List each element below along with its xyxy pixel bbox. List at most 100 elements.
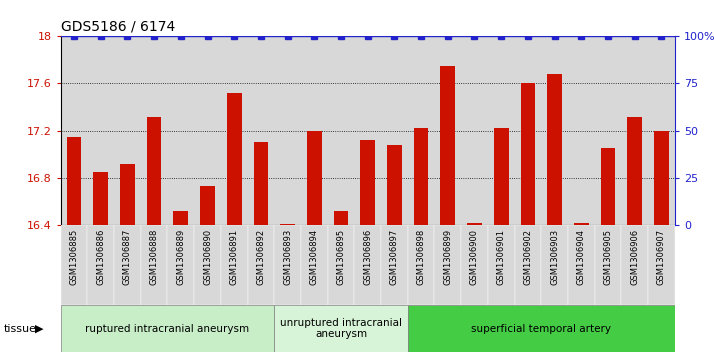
Bar bbox=[227, 93, 241, 225]
Bar bbox=[174, 211, 188, 225]
Text: GSM1306897: GSM1306897 bbox=[390, 229, 399, 285]
Text: GSM1306901: GSM1306901 bbox=[497, 229, 506, 285]
Bar bbox=[408, 225, 434, 305]
Bar bbox=[141, 36, 168, 225]
Bar bbox=[114, 225, 141, 305]
Bar bbox=[515, 36, 541, 225]
Bar bbox=[461, 225, 488, 305]
Bar bbox=[381, 36, 408, 225]
Text: GSM1306907: GSM1306907 bbox=[657, 229, 666, 285]
Text: unruptured intracranial
aneurysm: unruptured intracranial aneurysm bbox=[280, 318, 402, 339]
Text: GSM1306898: GSM1306898 bbox=[416, 229, 426, 285]
Bar bbox=[361, 140, 375, 225]
Bar bbox=[515, 225, 541, 305]
Bar bbox=[200, 186, 215, 225]
Bar bbox=[595, 36, 621, 225]
Bar bbox=[600, 148, 615, 225]
Bar bbox=[547, 74, 562, 225]
Bar bbox=[488, 36, 515, 225]
Bar bbox=[274, 225, 301, 305]
Bar bbox=[168, 225, 194, 305]
Bar bbox=[654, 131, 669, 225]
Text: GSM1306888: GSM1306888 bbox=[150, 229, 159, 285]
Bar bbox=[221, 225, 248, 305]
Text: ruptured intracranial aneurysm: ruptured intracranial aneurysm bbox=[86, 323, 249, 334]
Bar bbox=[354, 36, 381, 225]
Bar bbox=[621, 225, 648, 305]
Text: GSM1306902: GSM1306902 bbox=[523, 229, 533, 285]
Bar bbox=[87, 36, 114, 225]
Bar bbox=[568, 225, 595, 305]
Bar bbox=[147, 117, 161, 225]
Bar bbox=[387, 145, 402, 225]
Bar bbox=[621, 36, 648, 225]
Text: GSM1306889: GSM1306889 bbox=[176, 229, 186, 285]
Bar bbox=[168, 36, 194, 225]
Text: superficial temporal artery: superficial temporal artery bbox=[471, 323, 611, 334]
Bar bbox=[61, 225, 87, 305]
Bar bbox=[141, 225, 168, 305]
Bar bbox=[648, 36, 675, 225]
Bar bbox=[114, 36, 141, 225]
Bar bbox=[194, 225, 221, 305]
Bar bbox=[434, 36, 461, 225]
Bar bbox=[61, 305, 274, 352]
Text: GSM1306885: GSM1306885 bbox=[69, 229, 79, 285]
Text: GSM1306891: GSM1306891 bbox=[230, 229, 238, 285]
Text: GSM1306904: GSM1306904 bbox=[577, 229, 585, 285]
Bar bbox=[461, 36, 488, 225]
Text: ▶: ▶ bbox=[35, 323, 44, 334]
Bar bbox=[301, 225, 328, 305]
Bar bbox=[274, 305, 408, 352]
Bar bbox=[194, 36, 221, 225]
Text: GSM1306905: GSM1306905 bbox=[603, 229, 613, 285]
Bar bbox=[253, 142, 268, 225]
Text: GSM1306903: GSM1306903 bbox=[550, 229, 559, 285]
Text: GDS5186 / 6174: GDS5186 / 6174 bbox=[61, 20, 175, 34]
Bar bbox=[248, 225, 274, 305]
Text: GSM1306887: GSM1306887 bbox=[123, 229, 132, 285]
Bar bbox=[381, 225, 408, 305]
Bar bbox=[568, 36, 595, 225]
Bar bbox=[488, 225, 515, 305]
Bar bbox=[307, 131, 322, 225]
Bar bbox=[648, 225, 675, 305]
Bar bbox=[408, 36, 434, 225]
Bar bbox=[248, 36, 274, 225]
Bar bbox=[408, 305, 675, 352]
Bar bbox=[61, 36, 87, 225]
Bar bbox=[120, 164, 135, 225]
Bar bbox=[521, 83, 536, 225]
Bar bbox=[281, 224, 295, 225]
Text: GSM1306886: GSM1306886 bbox=[96, 229, 105, 285]
Bar bbox=[595, 225, 621, 305]
Bar bbox=[467, 223, 482, 225]
Text: GSM1306894: GSM1306894 bbox=[310, 229, 319, 285]
Text: GSM1306890: GSM1306890 bbox=[203, 229, 212, 285]
Bar bbox=[301, 36, 328, 225]
Bar bbox=[333, 211, 348, 225]
Text: GSM1306893: GSM1306893 bbox=[283, 229, 292, 285]
Text: GSM1306900: GSM1306900 bbox=[470, 229, 479, 285]
Text: tissue: tissue bbox=[4, 323, 36, 334]
Text: GSM1306896: GSM1306896 bbox=[363, 229, 372, 285]
Bar bbox=[541, 36, 568, 225]
Text: GSM1306906: GSM1306906 bbox=[630, 229, 639, 285]
Bar bbox=[94, 172, 108, 225]
Bar bbox=[66, 136, 81, 225]
Bar bbox=[494, 128, 508, 225]
Bar bbox=[574, 223, 588, 225]
Bar bbox=[541, 225, 568, 305]
Bar bbox=[221, 36, 248, 225]
Bar bbox=[354, 225, 381, 305]
Bar bbox=[274, 36, 301, 225]
Text: GSM1306895: GSM1306895 bbox=[336, 229, 346, 285]
Bar bbox=[87, 225, 114, 305]
Bar bbox=[434, 225, 461, 305]
Bar bbox=[628, 117, 642, 225]
Bar bbox=[328, 36, 354, 225]
Bar bbox=[328, 225, 354, 305]
Bar bbox=[413, 128, 428, 225]
Text: GSM1306892: GSM1306892 bbox=[256, 229, 266, 285]
Bar bbox=[441, 66, 455, 225]
